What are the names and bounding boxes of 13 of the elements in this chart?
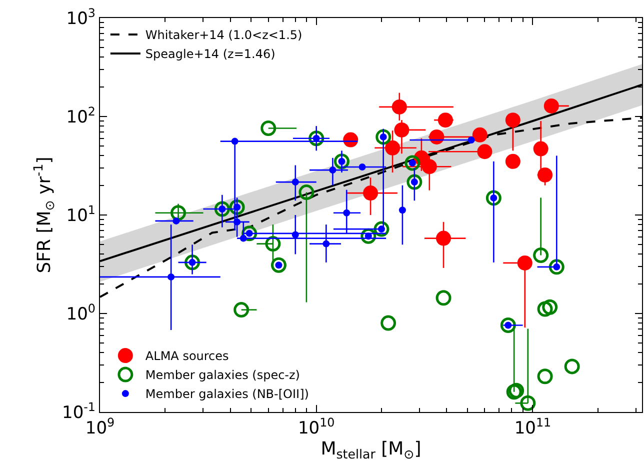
legend-label: Speagle+14 (z=1.46) — [145, 47, 276, 62]
y-tick-label: 10$^{1}$ — [66, 202, 96, 226]
x-tick-label: 10$^{9}$ — [85, 415, 115, 438]
y-tick-label: 10$^{0}$ — [66, 301, 96, 324]
legend-label: Member galaxies (spec-z) — [145, 368, 300, 382]
y-tick-label: 10$^{2}$ — [66, 104, 96, 128]
x-tick-label: 10$^{11}$ — [514, 415, 552, 438]
x-tick-label: 10$^{10}$ — [298, 415, 335, 438]
x-axis-title: M$_{stellar}$ [M$_{⊙}$] — [320, 438, 422, 462]
legend-label: Member galaxies (NB-[OII]) — [145, 387, 309, 402]
legend-label: ALMA sources — [145, 349, 229, 364]
y-tick-label: 10$^{3}$ — [66, 6, 96, 29]
legend-label: Whitaker+14 (1.0<z<1.5) — [145, 28, 302, 42]
